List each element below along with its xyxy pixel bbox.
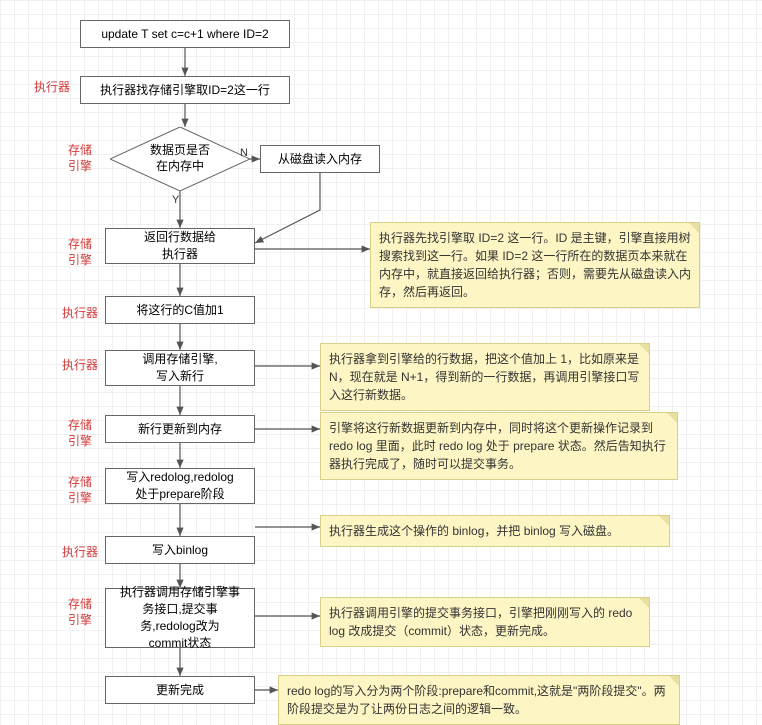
annotation-note: 执行器调用引擎的提交事务接口，引擎把刚刚写入的 redo log 改成提交（co… [320,597,650,647]
flow-node: 写入binlog [105,536,255,564]
annotation-note: 执行器先找引擎取 ID=2 这一行。ID 是主键，引擎直接用树搜索找到这一行。如… [370,222,700,308]
role-label: 执行器 [62,306,98,322]
flow-node: 从磁盘读入内存 [260,145,380,173]
flow-node: 将这行的C值加1 [105,296,255,324]
role-label: 存储引擎 [68,475,92,506]
flow-node: update T set c=c+1 where ID=2 [80,20,290,48]
edge-label: N [240,147,248,159]
flow-node: 写入redolog,redolog处于prepare阶段 [105,468,255,504]
role-label: 执行器 [62,358,98,374]
annotation-note: redo log的写入分为两个阶段:prepare和commit,这就是"两阶段… [278,675,680,725]
annotation-note: 引擎将这行新数据更新到内存中，同时将这个更新操作记录到 redo log 里面，… [320,412,678,480]
role-label: 存储引擎 [68,597,92,628]
role-label: 存储引擎 [68,237,92,268]
edge-label: Y [172,194,179,206]
flow-node: 调用存储引擎,写入新行 [105,350,255,386]
role-label: 存储引擎 [68,418,92,449]
flow-node: 执行器找存储引擎取ID=2这一行 [80,76,290,104]
flow-node: 返回行数据给执行器 [105,228,255,264]
annotation-note: 执行器生成这个操作的 binlog，并把 binlog 写入磁盘。 [320,515,670,547]
role-label: 存储引擎 [68,143,92,174]
role-label: 执行器 [62,545,98,561]
annotation-note: 执行器拿到引擎给的行数据，把这个值加上 1，比如原来是 N，现在就是 N+1，得… [320,343,650,411]
flow-node: 新行更新到内存 [105,415,255,443]
flow-node: 更新完成 [105,676,255,704]
flow-node: 执行器调用存储引擎事务接口,提交事务,redolog改为commit状态 [105,588,255,648]
decision-diamond [110,127,250,191]
role-label: 执行器 [34,80,70,96]
